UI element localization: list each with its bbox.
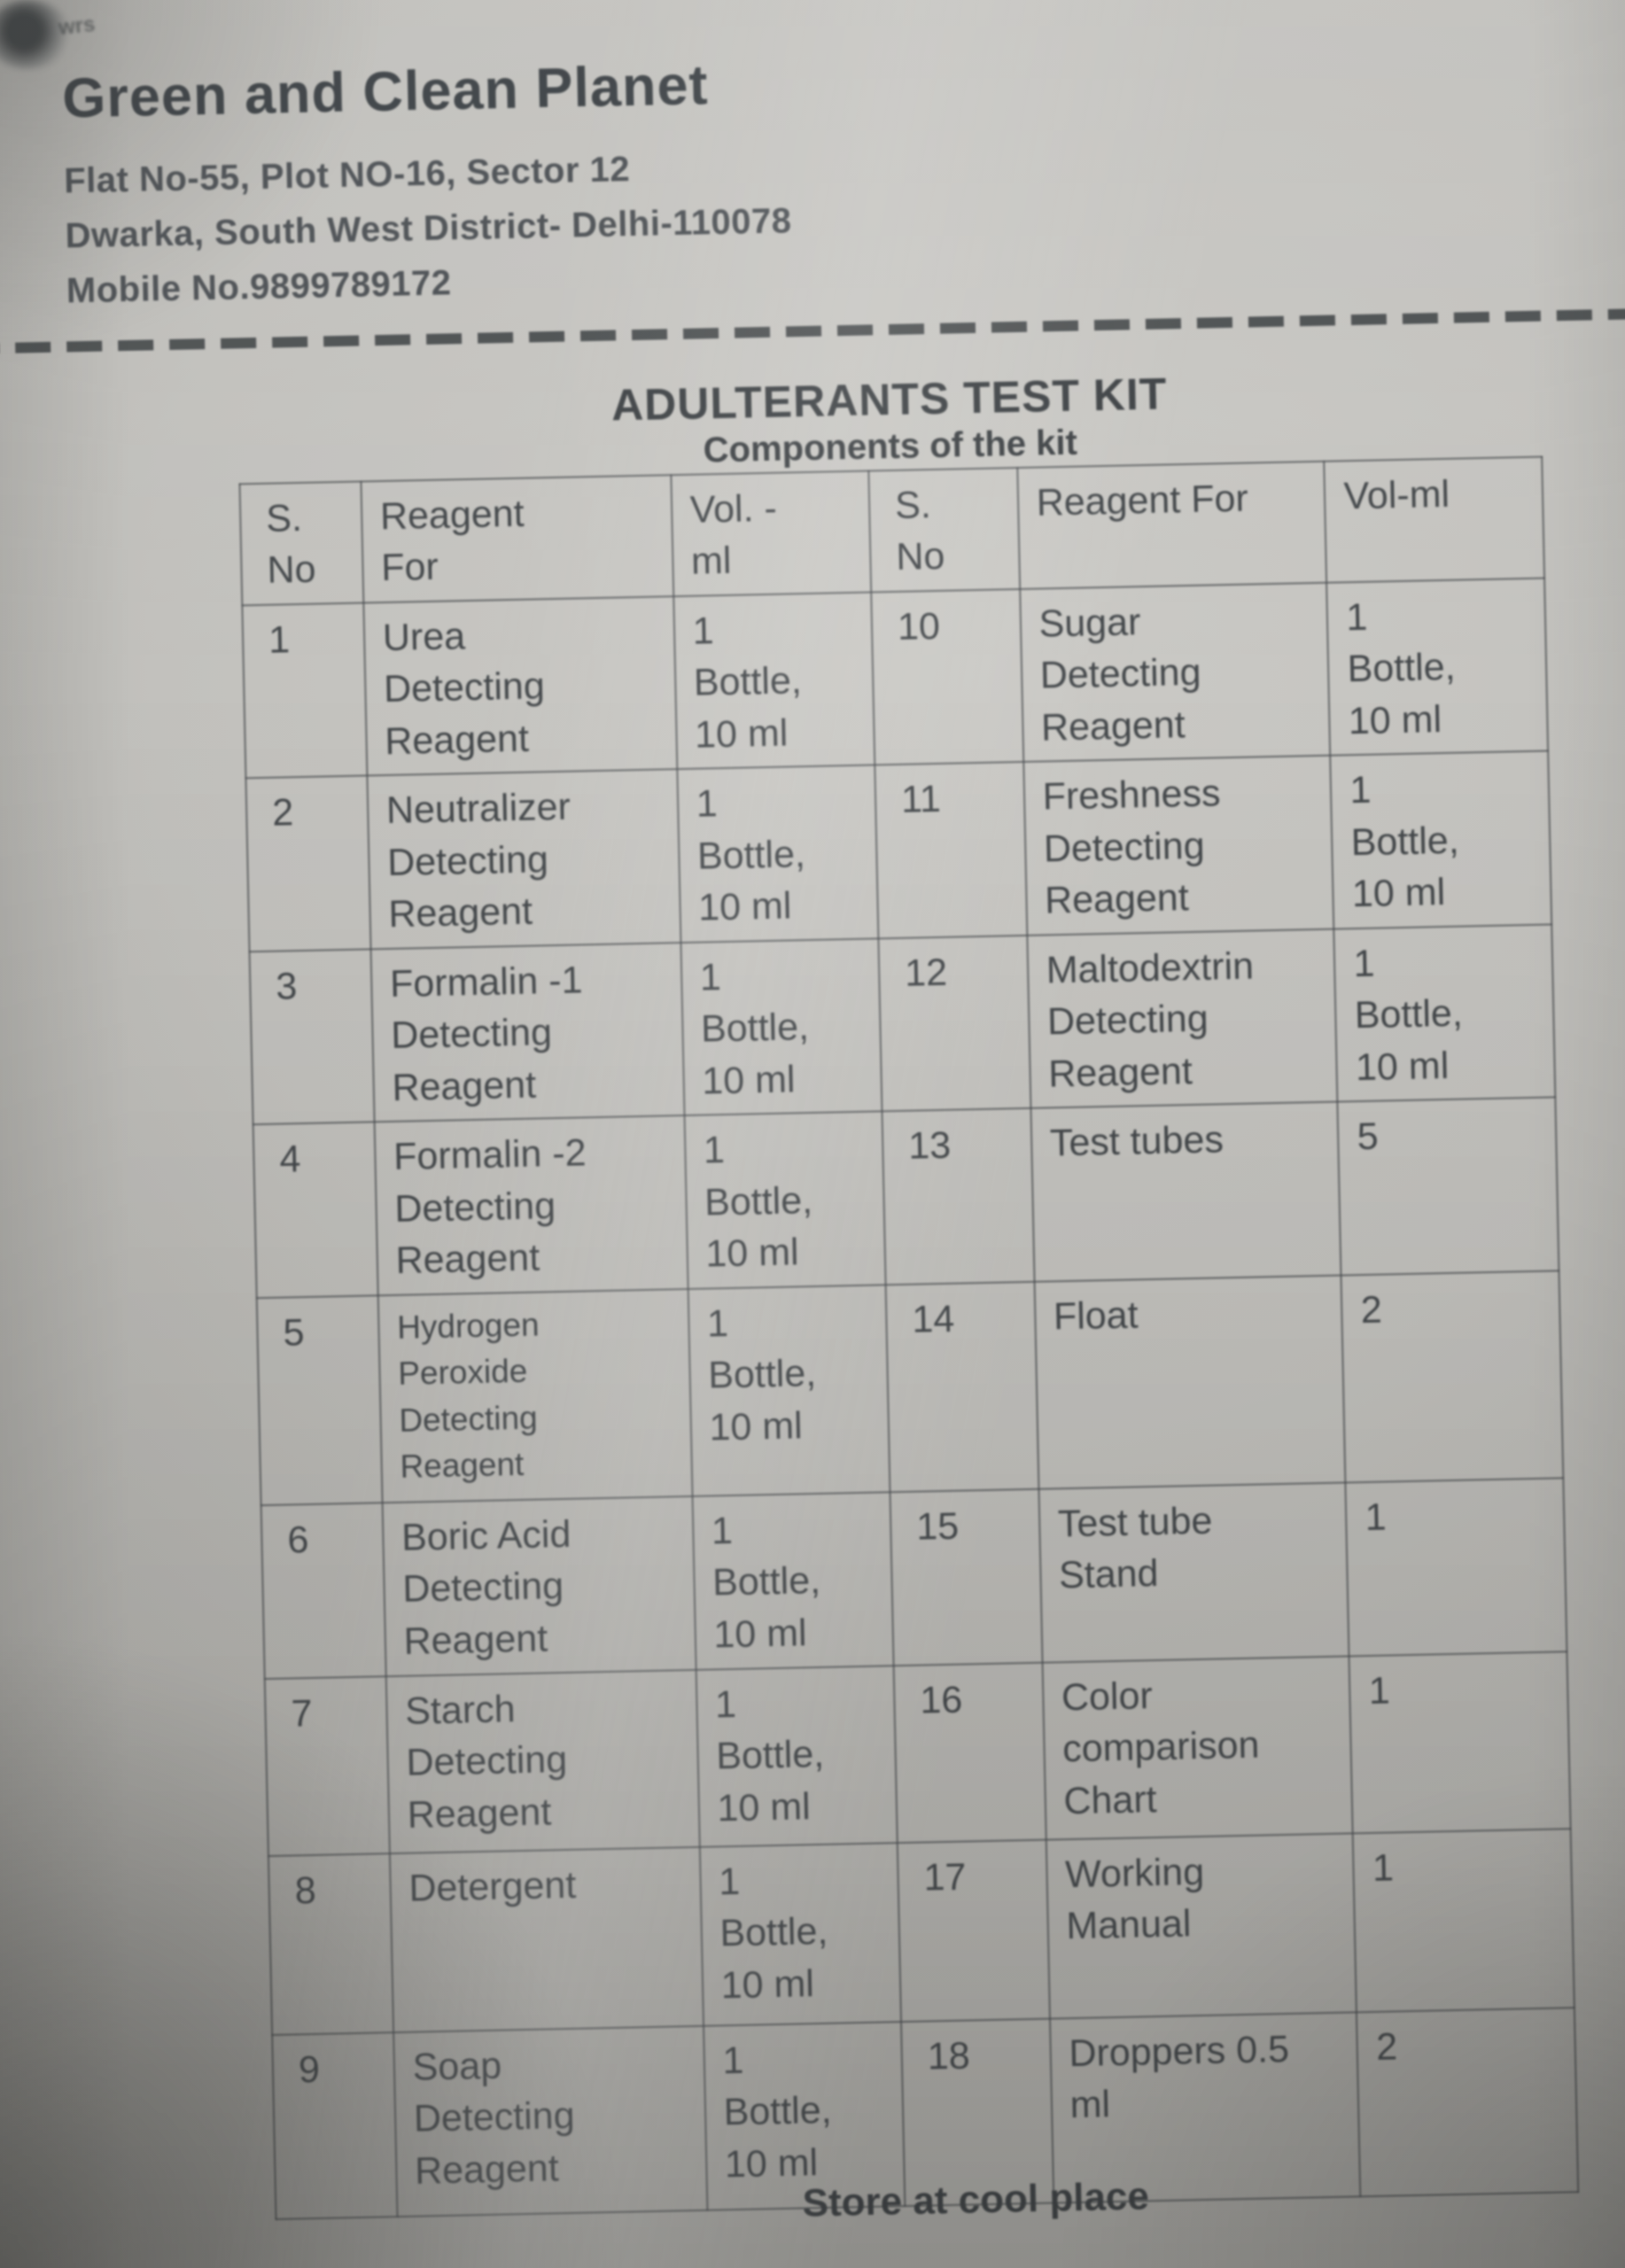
- cell-vol: 1: [1353, 1828, 1574, 2012]
- cell-vol: 1 Bottle, 10 ml: [699, 1842, 901, 2026]
- cell-vol: 1 Bottle, 10 ml: [676, 765, 879, 943]
- cell-sno: 12: [878, 935, 1031, 1112]
- cell-vol: 1 Bottle, 10 ml: [688, 1284, 890, 1496]
- cell-reagent: Color comparison Chart: [1042, 1656, 1354, 1840]
- company-name: Green and Clean Planet: [61, 54, 710, 130]
- cell-reagent: Freshness Detecting Reagent: [1022, 756, 1334, 936]
- table-row: 1 Urea Detecting Reagent 1 Bottle, 10 ml…: [242, 578, 1549, 779]
- cell-reagent: Urea Detecting Reagent: [363, 596, 677, 776]
- cell-sno: 15: [890, 1488, 1043, 1666]
- cell-reagent: Hydrogen Peroxide Detecting Reagent: [377, 1288, 693, 1503]
- cell-reagent: Detergent: [389, 1846, 704, 2032]
- cell-vol: 1 Bottle, 10 ml: [1333, 924, 1556, 1102]
- cell-reagent: Sugar Detecting Reagent: [1019, 582, 1331, 763]
- cell-sno: 2: [245, 775, 371, 952]
- cell-sno: 6: [260, 1502, 386, 1679]
- column-header-reagent-right: Reagent For: [1016, 461, 1327, 589]
- table-row: 5 Hydrogen Peroxide Detecting Reagent 1 …: [256, 1270, 1564, 1505]
- cell-vol: 5: [1337, 1097, 1559, 1276]
- cell-reagent: Formalin -2 Detecting Reagent: [374, 1115, 688, 1295]
- cell-reagent: Formalin -1 Detecting Reagent: [370, 942, 685, 1122]
- cell-vol: 1 Bottle, 10 ml: [684, 1111, 886, 1289]
- cell-sno: 10: [871, 588, 1023, 765]
- cell-reagent: Test tube Stand: [1038, 1482, 1349, 1663]
- table-row: 4 Formalin -2 Detecting Reagent 1 Bottle…: [253, 1097, 1559, 1298]
- cell-vol: 1 Bottle, 10 ml: [696, 1665, 898, 1847]
- corner-handwriting-mark: wrs: [57, 12, 97, 41]
- components-table: S. No Reagent For Vol. - ml S. No Reagen…: [238, 456, 1579, 2220]
- dashed-separator: [0, 307, 1625, 356]
- cell-reagent: Test tubes: [1030, 1101, 1341, 1282]
- cell-reagent: Neutralizer Detecting Reagent: [367, 769, 681, 950]
- cell-vol: 1: [1345, 1477, 1567, 1657]
- letterhead: Green and Clean Planet Flat No-55, Plot …: [62, 51, 794, 318]
- cell-sno: 11: [875, 762, 1027, 939]
- cell-sno: 17: [897, 1839, 1050, 2022]
- cell-vol: 1 Bottle, 10 ml: [1330, 750, 1552, 929]
- table-row: 8 Detergent 1 Bottle, 10 ml 17 Working M…: [268, 1828, 1574, 2035]
- cell-sno: 4: [253, 1122, 378, 1298]
- column-header-vol-right: Vol-ml: [1324, 456, 1545, 583]
- cell-reagent: Starch Detecting Reagent: [385, 1669, 700, 1853]
- cell-sno: 3: [249, 949, 375, 1125]
- cell-reagent: Boric Acid Detecting Reagent: [382, 1495, 696, 1676]
- cell-vol: 1 Bottle, 10 ml: [692, 1491, 894, 1670]
- table-row: 3 Formalin -1 Detecting Reagent 1 Bottle…: [249, 924, 1556, 1125]
- table-row: 7 Starch Detecting Reagent 1 Bottle, 10 …: [264, 1651, 1571, 1856]
- column-header-vol-left: Vol. - ml: [670, 470, 872, 597]
- column-header-sno-right: S. No: [868, 467, 1020, 593]
- cell-reagent: Working Manual: [1046, 1832, 1357, 2019]
- cell-vol: 1: [1349, 1651, 1571, 1833]
- cell-sno: 5: [256, 1294, 383, 1505]
- column-header-reagent-left: Reagent For: [361, 475, 673, 603]
- cell-sno: 16: [893, 1662, 1046, 1843]
- cell-sno: 13: [882, 1107, 1035, 1285]
- cell-vol: 2: [1341, 1270, 1564, 1483]
- cell-sno: 1: [242, 602, 368, 779]
- cell-vol: 1 Bottle, 10 ml: [680, 938, 882, 1116]
- cell-reagent: Maltodextrin Detecting Reagent: [1026, 928, 1338, 1108]
- camera-smudge-artifact: [0, 0, 71, 69]
- table-row: 6 Boric Acid Detecting Reagent 1 Bottle,…: [260, 1477, 1567, 1679]
- cell-sno: 8: [268, 1852, 393, 2035]
- cell-vol: 1 Bottle, 10 ml: [1326, 578, 1549, 757]
- column-header-sno-left: S. No: [239, 481, 364, 606]
- cell-sno: 14: [885, 1281, 1039, 1492]
- cell-vol: 1 Bottle, 10 ml: [673, 592, 875, 770]
- table-row: 2 Neutralizer Detecting Reagent 1 Bottle…: [245, 750, 1552, 952]
- cell-sno: 7: [264, 1675, 390, 1856]
- cell-reagent: Float: [1034, 1275, 1346, 1489]
